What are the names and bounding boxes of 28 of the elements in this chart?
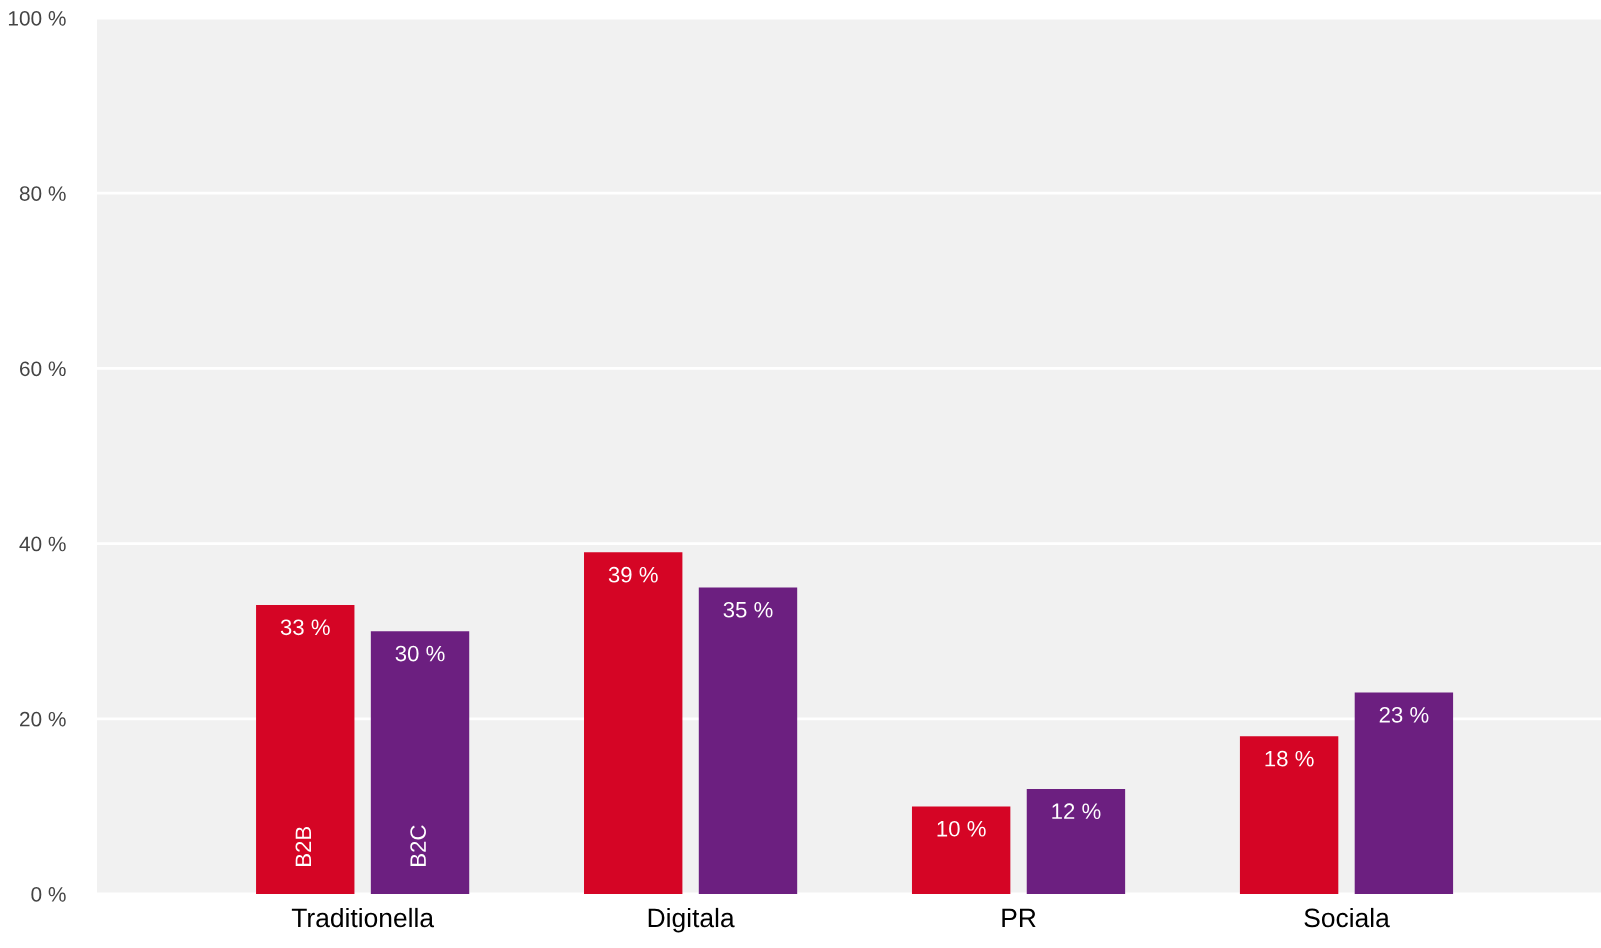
series-label: B2C bbox=[410, 825, 426, 866]
y-tick-label: 80 % bbox=[19, 186, 66, 201]
x-tick-label: Sociala bbox=[1304, 907, 1390, 928]
bar bbox=[1354, 692, 1454, 894]
data-label: 10 % bbox=[937, 820, 986, 837]
data-label: 35 % bbox=[723, 601, 773, 618]
bar bbox=[584, 552, 683, 894]
x-tick-label: PR bbox=[1002, 908, 1036, 928]
x-tick-label: Traditionella bbox=[291, 907, 435, 928]
data-label: 12 % bbox=[1052, 803, 1101, 820]
bar bbox=[911, 806, 1011, 894]
data-label: 30 % bbox=[395, 645, 445, 662]
bar bbox=[1239, 736, 1339, 894]
bar bbox=[256, 604, 355, 894]
bar bbox=[370, 631, 470, 894]
y-tick-label: 100 % bbox=[8, 11, 66, 26]
y-tick-label: 0 % bbox=[31, 887, 66, 902]
data-label: 18 % bbox=[1265, 750, 1314, 767]
data-label: 33 % bbox=[280, 619, 330, 636]
y-tick-label: 60 % bbox=[20, 361, 66, 377]
bar bbox=[1026, 788, 1126, 894]
y-tick-label: 40 % bbox=[19, 536, 66, 552]
data-label: 39 % bbox=[608, 566, 658, 583]
data-label: 23 % bbox=[1379, 707, 1429, 723]
x-tick-label: Digitala bbox=[648, 907, 735, 933]
series-label: B2B bbox=[295, 826, 311, 866]
y-tick-label: 20 % bbox=[20, 711, 66, 727]
bar bbox=[698, 587, 798, 894]
